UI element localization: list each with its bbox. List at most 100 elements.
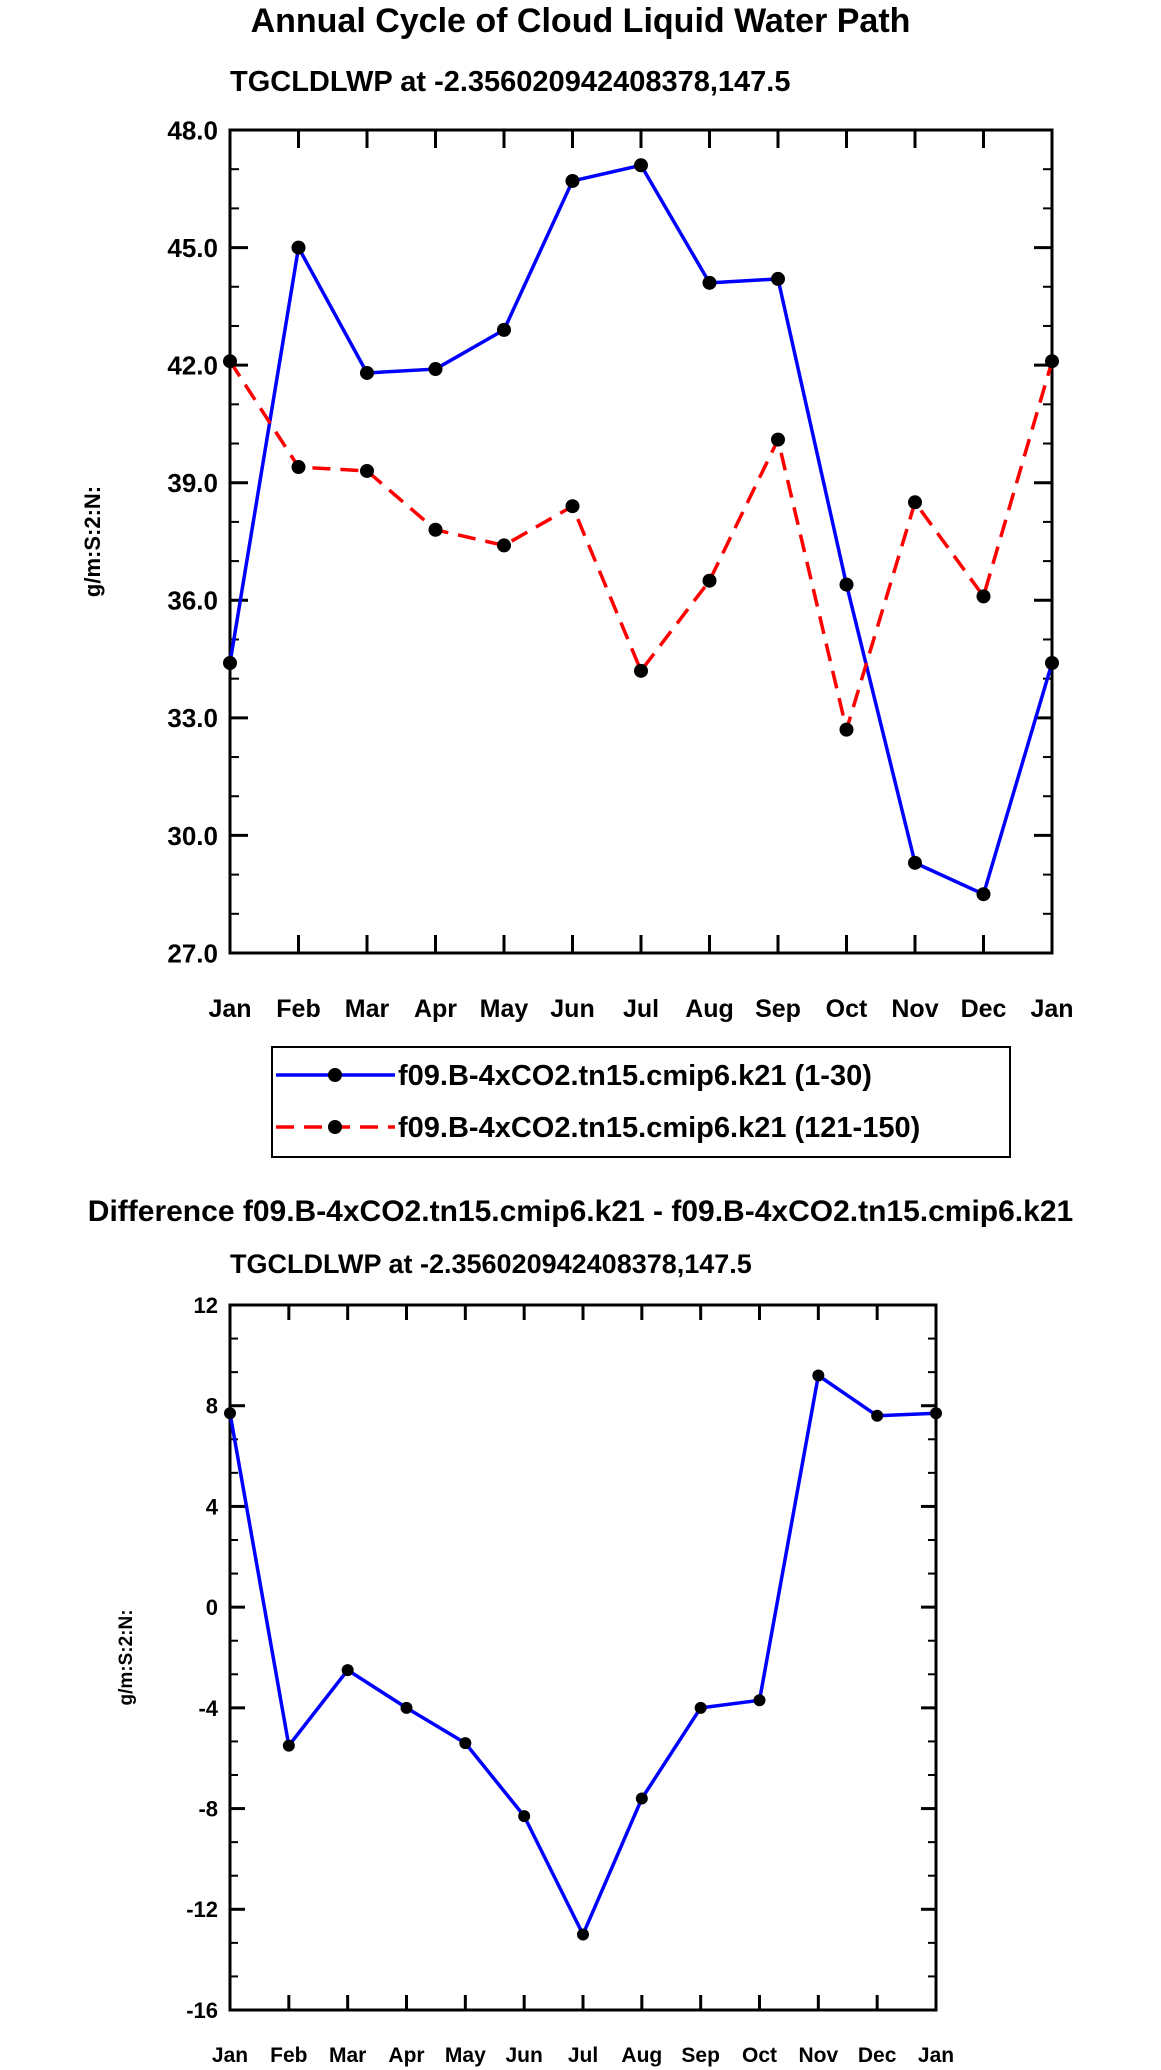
x-tick-label: Oct [742, 2044, 777, 2067]
data-point [497, 322, 511, 337]
data-point [634, 663, 648, 678]
y-tick-label: 30.0 [167, 821, 218, 851]
x-tick-label: Jan [918, 2044, 954, 2067]
y-tick-label: 12 [194, 1293, 218, 1318]
y-tick-label: 4 [206, 1494, 219, 1519]
data-point [428, 362, 443, 377]
x-tick-label: Jan [212, 2044, 248, 2067]
x-tick-label: Dec [961, 995, 1007, 1023]
data-point [930, 1407, 942, 1420]
y-tick-label: 33.0 [167, 703, 218, 733]
data-point [223, 354, 237, 369]
legend: f09.B-4xCO2.tn15.cmip6.k21 (1-30) f09.B-4… [271, 1046, 1011, 1158]
legend-marker [328, 1120, 342, 1134]
x-tick-label: Feb [270, 2044, 307, 2067]
y-tick-label: -4 [198, 1696, 218, 1721]
x-tick-label: Oct [826, 995, 868, 1023]
x-tick-label: Jul [568, 2044, 598, 2067]
y-tick-label: 36.0 [167, 586, 218, 616]
data-point [565, 173, 580, 188]
data-point [908, 855, 922, 870]
data-point [635, 1792, 648, 1805]
legend-label-2: f09.B-4xCO2.tn15.cmip6.k21 (121-150) [398, 1112, 920, 1144]
data-point [812, 1369, 825, 1382]
data-point [282, 1739, 295, 1752]
y-axis-label: g/m:S:2:N: [80, 486, 105, 597]
x-tick-label: Jun [550, 995, 594, 1023]
data-point [360, 365, 374, 380]
data-point [291, 460, 306, 475]
legend-label-1: f09.B-4xCO2.tn15.cmip6.k21 (1-30) [398, 1060, 872, 1092]
chart1-title: Annual Cycle of Cloud Liquid Water Path [250, 2, 911, 40]
y-tick-label: 45.0 [167, 233, 218, 263]
data-point [702, 275, 717, 290]
data-point [497, 538, 511, 553]
data-point [223, 655, 237, 670]
data-point [702, 573, 717, 588]
y-tick-label: 0 [206, 1595, 218, 1620]
x-tick-label: Jul [623, 995, 659, 1023]
data-point [753, 1694, 766, 1707]
data-point [771, 271, 785, 286]
x-tick-label: May [480, 995, 529, 1023]
data-point [839, 577, 854, 592]
series-line-1 [228, 1373, 937, 1937]
legend-marker [328, 1068, 342, 1082]
chart2-plot: -16 -12 -8 -4 0 4 8 12 Jan Feb Mar Apr May Jun Jul Aug S… [116, 1293, 954, 2067]
chart2-title: Difference f09.B-4xCO2.tn15.cmip6.k21 - … [87, 1195, 1074, 1228]
y-tick-label: -8 [198, 1796, 218, 1821]
x-tick-label: Aug [685, 995, 734, 1023]
data-point [459, 1737, 472, 1750]
data-point [360, 463, 374, 478]
data-point [428, 522, 443, 537]
x-tick-label: Aug [621, 2044, 662, 2067]
x-tick-label: Jun [505, 2044, 542, 2067]
chart1-subtitle: TGCLDLWP at -2.356020942408378,147.5 [230, 66, 791, 98]
x-tick-label: Sep [755, 995, 801, 1023]
data-point [577, 1928, 589, 1941]
legend-box [271, 1046, 1011, 1158]
x-tick-label: Jan [208, 995, 251, 1023]
data-point [908, 495, 922, 510]
x-tick-label: Feb [276, 995, 320, 1023]
data-point [694, 1701, 707, 1714]
y-tick-label: 48.0 [167, 115, 218, 145]
data-point [976, 589, 991, 604]
data-point [871, 1409, 884, 1422]
y-tick-label: 42.0 [167, 351, 218, 381]
x-tick-label: Mar [345, 995, 390, 1023]
chart2-subtitle: TGCLDLWP at -2.356020942408378,147.5 [230, 1249, 752, 1279]
y-tick-label: 8 [206, 1394, 218, 1419]
y-axis-label: g/m:S:2:N: [116, 1609, 137, 1705]
x-tick-label: May [445, 2044, 486, 2067]
series-line-1 [228, 163, 1054, 896]
x-tick-label: Nov [891, 995, 938, 1023]
data-point [400, 1701, 413, 1714]
x-tick-label: Mar [329, 2044, 366, 2067]
x-tick-label: Dec [858, 2044, 897, 2067]
x-tick-label: Apr [388, 2044, 424, 2067]
x-tick-label: Apr [414, 995, 457, 1023]
chart1-frame [228, 128, 1054, 955]
data-point [565, 499, 580, 514]
x-tick-label: Jan [1030, 995, 1073, 1023]
data-point [341, 1664, 354, 1677]
data-point [976, 887, 991, 902]
y-tick-label: -12 [186, 1897, 218, 1922]
chart1-plot: 27.0 30.0 33.0 36.0 39.0 42.0 45.0 48.0 Jan Feb Ma… [80, 115, 1074, 1023]
data-point [839, 722, 854, 737]
data-point [634, 158, 648, 173]
y-tick-label: 27.0 [167, 938, 218, 968]
data-point [771, 432, 785, 447]
data-point [291, 240, 306, 255]
y-tick-label: 39.0 [167, 468, 218, 498]
data-point [1045, 354, 1059, 369]
chart2-frame [228, 1303, 938, 2012]
data-point [518, 1810, 531, 1823]
x-tick-label: Nov [798, 2044, 838, 2067]
data-point [1045, 655, 1059, 670]
y-tick-label: -16 [186, 1998, 218, 2023]
data-point [224, 1407, 236, 1420]
x-tick-label: Sep [681, 2044, 720, 2067]
